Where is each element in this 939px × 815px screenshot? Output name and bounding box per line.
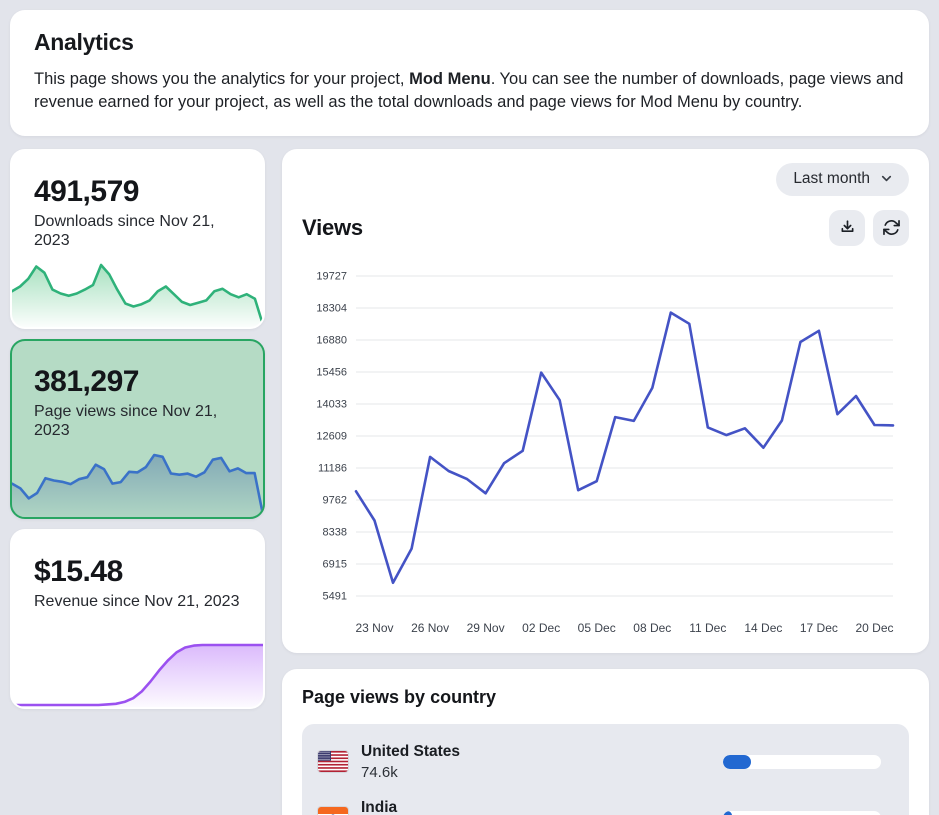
country-panel: Page views by country United States 74.6k… (282, 668, 929, 815)
views-title: Views (302, 214, 363, 240)
refresh-icon (882, 218, 901, 237)
country-bar-fill (723, 754, 752, 769)
svg-text:26 Nov: 26 Nov (411, 621, 449, 635)
project-name: Mod Menu (409, 70, 491, 88)
svg-text:02 Dec: 02 Dec (522, 621, 560, 635)
svg-text:8338: 8338 (323, 526, 347, 538)
range-dropdown-label: Last month (793, 169, 870, 187)
project-description: This page shows you the analytics for yo… (34, 70, 904, 112)
svg-text:6915: 6915 (323, 558, 347, 570)
svg-text:12609: 12609 (316, 430, 347, 442)
country-name: India (361, 798, 398, 815)
downloads-sparkline (12, 263, 263, 327)
svg-text:20 Dec: 20 Dec (855, 621, 893, 635)
page-header: Analytics This page shows you the analyt… (10, 10, 929, 136)
country-name: United States (361, 742, 461, 760)
stat-card-page-views[interactable]: 381,297 Page views since Nov 21, 2023 (10, 338, 265, 519)
country-list: United States 74.6k India (302, 723, 909, 815)
range-dropdown[interactable]: Last month (776, 162, 909, 196)
country-value: 74.6k (361, 763, 398, 781)
country-row: United States 74.6k (318, 734, 893, 790)
country-bar-track (723, 754, 881, 769)
svg-text:16880: 16880 (316, 334, 347, 346)
svg-text:18304: 18304 (316, 302, 347, 314)
page-views-label: Page views since Nov 21, 2023 (34, 402, 218, 439)
stat-cards-column: 491,579 Downloads since Nov 21, 2023 381… (10, 148, 265, 709)
revenue-value: $15.48 (34, 554, 123, 588)
download-chart-button[interactable] (829, 209, 865, 246)
svg-text:19727: 19727 (316, 270, 347, 282)
svg-text:5491: 5491 (323, 590, 347, 602)
svg-text:11186: 11186 (318, 462, 347, 474)
svg-text:23 Nov: 23 Nov (355, 621, 393, 635)
country-bar-track (723, 810, 881, 815)
country-panel-title: Page views by country (302, 686, 497, 707)
country-flag-us (318, 751, 348, 773)
stat-card-downloads[interactable]: 491,579 Downloads since Nov 21, 2023 (10, 148, 265, 329)
views-chart: 5491 6915 8338 9762 11186 12609 14033 15456 1688… (302, 258, 909, 644)
country-row: India (318, 790, 893, 815)
revenue-label: Revenue since Nov 21, 2023 (34, 592, 240, 610)
revenue-sparkline (12, 643, 263, 707)
stat-card-revenue[interactable]: $15.48 Revenue since Nov 21, 2023 (10, 528, 265, 709)
us-flag-icon (318, 751, 348, 773)
svg-text:17 Dec: 17 Dec (800, 621, 838, 635)
india-flag-icon (318, 807, 348, 815)
svg-text:15456: 15456 (316, 366, 347, 378)
page-views-sparkline (12, 453, 263, 517)
chevron-down-icon (879, 171, 894, 186)
svg-text:9762: 9762 (323, 494, 347, 506)
country-bar-fill (723, 810, 733, 815)
downloads-value: 491,579 (34, 174, 139, 208)
refresh-button[interactable] (873, 209, 909, 246)
svg-text:05 Dec: 05 Dec (578, 621, 616, 635)
svg-text:14 Dec: 14 Dec (744, 621, 782, 635)
downloads-label: Downloads since Nov 21, 2023 (34, 212, 215, 249)
svg-text:08 Dec: 08 Dec (633, 621, 671, 635)
svg-text:14033: 14033 (316, 398, 347, 410)
download-icon (838, 218, 857, 237)
views-panel: Last month Views (282, 148, 929, 653)
country-flag-in (318, 807, 348, 815)
page-views-value: 381,297 (34, 364, 139, 398)
svg-text:11 Dec: 11 Dec (689, 621, 726, 635)
svg-text:29 Nov: 29 Nov (467, 621, 505, 635)
page-title: Analytics (34, 29, 134, 55)
